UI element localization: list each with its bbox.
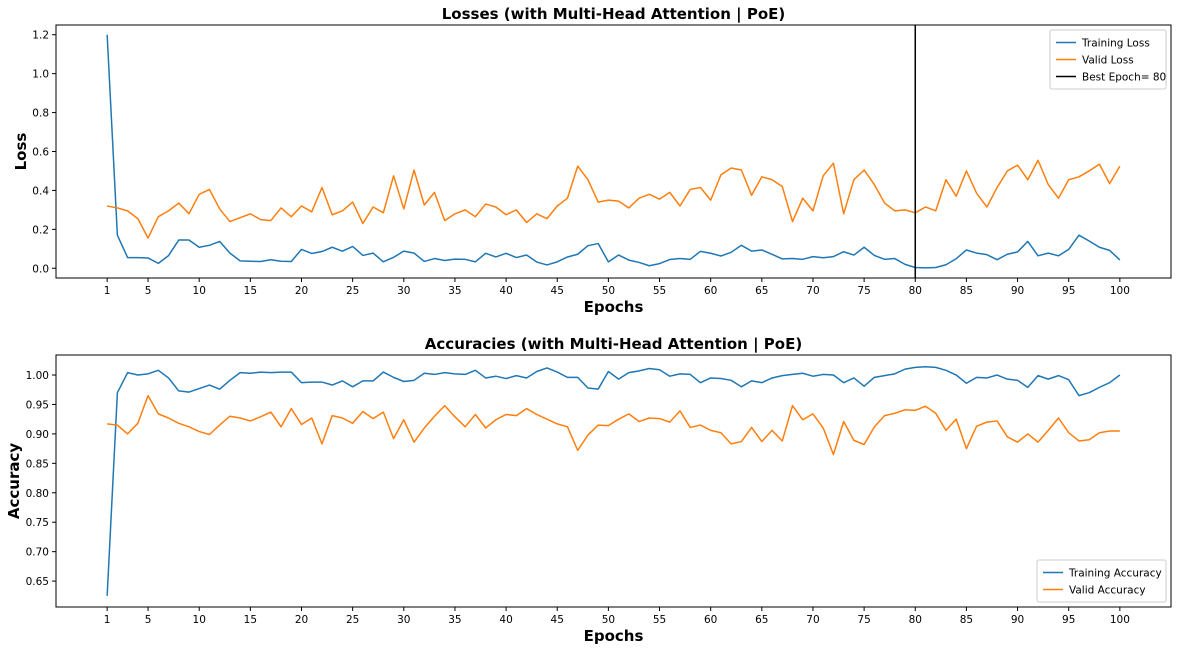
x-tick-label: 20 — [295, 285, 308, 297]
y-axis-label: Loss — [12, 133, 30, 171]
x-tick-label: 90 — [1011, 285, 1024, 297]
y-tick-label: 0.70 — [26, 547, 49, 559]
x-tick-label: 100 — [1110, 614, 1130, 626]
legend-label-valid-loss: Valid Loss — [1082, 55, 1134, 67]
x-tick-label: 5 — [145, 285, 152, 297]
x-tick-label: 70 — [806, 285, 819, 297]
legend: Training Accuracy Valid Accuracy — [1036, 559, 1167, 603]
x-tick-label: 65 — [755, 285, 768, 297]
y-axis-label: Accuracy — [5, 443, 23, 519]
x-tick-label: 95 — [1062, 614, 1075, 626]
legend-label-valid-accuracy: Valid Accuracy — [1069, 585, 1146, 597]
x-tick-label: 40 — [499, 285, 512, 297]
legend-box — [1036, 559, 1167, 603]
x-tick-label: 60 — [704, 285, 717, 297]
legend-label-training-accuracy: Training Accuracy — [1068, 568, 1162, 580]
series-line-valid-accuracy — [107, 394, 1120, 456]
x-tick-label: 25 — [346, 285, 359, 297]
x-tick-label: 85 — [960, 285, 973, 297]
x-tick-label: 60 — [704, 614, 717, 626]
x-tick-label: 30 — [397, 285, 410, 297]
x-tick-label: 5 — [145, 614, 152, 626]
y-tick-label: 0.8 — [32, 108, 49, 120]
accuracy-chart: Accuracies (with Multi-Head Attention | … — [5, 335, 1172, 645]
y-tick-label: 0.85 — [26, 458, 49, 470]
x-tick-label: 20 — [295, 614, 308, 626]
y-tick-label: 1.0 — [32, 69, 49, 81]
x-tick-label: 90 — [1011, 614, 1024, 626]
x-tick-label: 75 — [857, 285, 870, 297]
x-tick-label: 10 — [193, 285, 206, 297]
x-tick-label: 35 — [448, 285, 461, 297]
x-tick-label: 35 — [448, 614, 461, 626]
chart-title: Losses (with Multi-Head Attention | PoE) — [442, 5, 785, 24]
x-tick-label: 95 — [1062, 285, 1075, 297]
plot-frame — [55, 354, 1172, 608]
series-line-training-loss — [106, 34, 1121, 269]
y-tick-label: 1.00 — [26, 370, 49, 382]
y-tick-label: 0.0 — [32, 263, 49, 275]
x-tick-label: 85 — [960, 614, 973, 626]
x-tick-label: 70 — [806, 614, 819, 626]
x-tick-label: 30 — [397, 614, 410, 626]
x-tick-label: 75 — [857, 614, 870, 626]
x-tick-label: 55 — [653, 614, 666, 626]
x-tick-label: 15 — [244, 285, 257, 297]
y-tick-label: 0.80 — [26, 488, 49, 500]
y-tick-label: 0.95 — [26, 399, 49, 411]
series-line-training-accuracy — [106, 366, 1121, 596]
x-tick-label: 80 — [909, 614, 922, 626]
series-line-valid-loss — [107, 159, 1121, 239]
x-tick-label: 45 — [551, 614, 564, 626]
x-tick-label: 80 — [909, 285, 922, 297]
x-tick-label: 10 — [193, 614, 206, 626]
y-tick-label: 0.75 — [26, 517, 49, 529]
x-tick-label: 40 — [499, 614, 512, 626]
loss-chart: Losses (with Multi-Head Attention | PoE)… — [12, 5, 1172, 316]
x-tick-label: 1 — [104, 614, 111, 626]
legend-label-best-epoch: Best Epoch= 80 — [1082, 72, 1166, 84]
x-tick-label: 45 — [551, 285, 564, 297]
y-tick-label: 0.6 — [32, 147, 49, 159]
x-tick-label: 100 — [1110, 285, 1130, 297]
y-tick-label: 1.2 — [32, 30, 49, 42]
x-tick-label: 55 — [653, 285, 666, 297]
x-tick-label: 50 — [602, 614, 615, 626]
legend: Training Loss Valid Loss Best Epoch= 80 — [1049, 29, 1167, 90]
y-tick-label: 0.90 — [26, 429, 49, 441]
chart-title: Accuracies (with Multi-Head Attention | … — [425, 335, 802, 354]
x-tick-label: 65 — [755, 614, 768, 626]
legend-box — [1049, 29, 1167, 90]
y-tick-label: 0.65 — [26, 576, 49, 588]
legend-label-training-loss: Training Loss — [1081, 38, 1150, 50]
y-tick-label: 0.2 — [32, 224, 49, 236]
x-tick-label: 50 — [602, 285, 615, 297]
y-tick-label: 0.4 — [32, 185, 49, 197]
x-tick-label: 25 — [346, 614, 359, 626]
x-tick-label: 15 — [244, 614, 257, 626]
x-tick-label: 1 — [104, 285, 111, 297]
x-axis-label: Epochs — [584, 627, 644, 645]
x-axis-label: Epochs — [584, 298, 644, 316]
